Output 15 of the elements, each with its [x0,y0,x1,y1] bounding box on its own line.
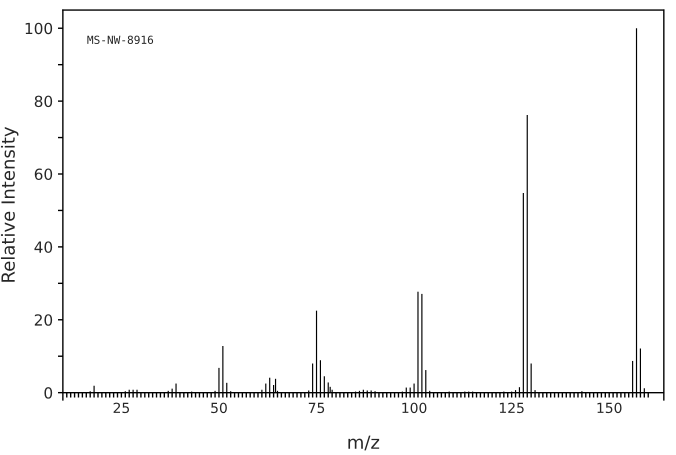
y-tick-label: 100 [26,22,52,34]
x-axis-title: m/z [348,436,380,450]
x-tick-label: 150 [597,402,622,414]
x-tick-label: 125 [500,402,524,414]
annotation: MS-NW-8916 [87,36,154,44]
y-tick-label: 20 [34,314,52,326]
x-tick-label: 25 [114,402,130,414]
y-axis-title: Relative Intensity [0,126,18,282]
x-tick-label: 100 [402,402,426,414]
y-tick-label: 0 [44,387,52,399]
x-tick-label: 75 [308,402,324,414]
x-tick-label: 50 [211,402,227,414]
y-tick-label: 80 [34,96,52,108]
y-tick-label: 60 [34,168,52,180]
y-tick-label: 40 [34,241,52,253]
